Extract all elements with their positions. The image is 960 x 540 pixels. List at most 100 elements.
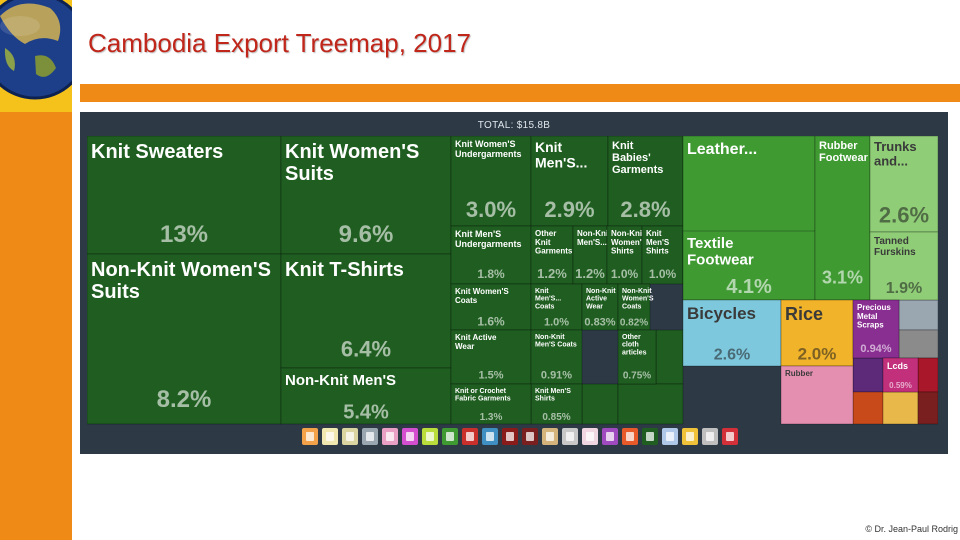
treemap-tile-name: Knit Men'S Shirts [646,229,670,256]
treemap-tile[interactable] [641,225,684,285]
treemap-tile-share: 3.1% [822,268,863,288]
treemap-tile[interactable] [572,225,608,285]
treemap-tile-share: 0.83% [584,316,615,328]
treemap-tile[interactable] [606,225,643,285]
footwear-icon[interactable] [442,428,458,445]
treemap-tile-share: 3.0% [466,197,516,222]
treemap-tile[interactable] [581,283,619,331]
treemap-tile[interactable] [617,329,657,385]
treemap-tile-name: Other cloth articles [622,334,647,356]
treemap-tile-name: Knit Men'S Shirts [535,388,571,403]
treemap-tile-filler[interactable] [852,357,884,393]
treemap-tile[interactable] [280,253,452,369]
category-glyph [566,432,574,441]
treemap-tile[interactable] [617,283,651,331]
treemap-tile-filler[interactable] [882,391,919,425]
treemap-tile[interactable] [450,283,532,331]
treemap-tile[interactable] [780,299,854,367]
treemap-tile-name: Rice [785,304,823,324]
treemap-tile[interactable] [869,231,938,301]
treemap-tile-filler[interactable] [898,299,938,331]
treemap-tile[interactable] [780,365,854,425]
treemap-tile-share: 9.6% [339,221,394,248]
credit-text: © Dr. Jean-Paul Rodrig [865,524,958,534]
treemap-tile-share: 1.2% [537,266,567,281]
treemap-tile[interactable] [530,225,574,285]
treemap-tile[interactable] [530,136,609,227]
bike-icon[interactable] [482,428,498,445]
treemap-tile[interactable] [530,283,583,331]
textile-icon[interactable] [322,428,338,445]
paper-icon[interactable] [582,428,598,445]
treemap-total: TOTAL: $15.8B [477,120,551,131]
treemap-tile[interactable] [87,136,282,255]
treemap-tile-name: Knit Men'S... [535,139,587,170]
category-glyph [346,432,354,441]
category-glyph [606,432,614,441]
treemap-tile-share: 2.0% [798,344,837,363]
chemical-icon[interactable] [402,428,418,445]
treemap-tile-name: Textile Footwear [687,235,754,269]
treemap-tile-name: Non-Knit Women'S Shirts [611,229,648,256]
gem-icon[interactable] [602,428,618,445]
treemap-tile-filler[interactable] [917,391,938,425]
treemap-tile-share: 1.0% [649,267,677,281]
treemap-tile-name: Rubber [785,369,813,378]
treemap-tile-name: Non-Knit Women'S Suits [91,259,271,303]
food-icon[interactable] [542,428,558,445]
treemap-tile-name: Knit Active Wear [455,333,497,351]
treemap-chart: Knit Sweaters 13% Knit Women'S Suits 9.6% Non… [87,136,938,425]
treemap-tile[interactable] [530,383,583,425]
treemap-tile-filler[interactable] [898,329,938,359]
tool-icon[interactable] [522,428,538,445]
treemap-tile-share: 4.1% [726,276,772,298]
treemap-tile-name: Trunks and... [874,139,917,168]
treemap-tile-name: Non-Knit Men'S [285,372,396,389]
stone-icon[interactable] [342,428,358,445]
treemap-tile-name: Non-Knit Women'S Coats [622,288,654,310]
bottle-icon[interactable] [302,428,318,445]
treemap-tile-filler[interactable] [655,329,684,385]
category-glyph [386,432,394,441]
misc-icon[interactable] [702,428,718,445]
weapon-icon[interactable] [722,428,738,445]
bottle2-icon[interactable] [662,428,678,445]
treemap-tile-share: 13% [160,221,208,248]
vegetable-icon[interactable] [422,428,438,445]
category-glyph [506,432,514,441]
plastic-icon[interactable] [382,428,398,445]
treemap-tile-name: Rubber Footwear [819,140,869,164]
treemap-tile-name: Knit Women'S Suits [285,141,419,185]
mineral-icon[interactable] [562,428,578,445]
globe-image [0,0,72,112]
treemap-tile[interactable] [280,367,452,425]
treemap-tile-name: Lcds [887,361,908,371]
machine-icon[interactable] [362,428,378,445]
grain-icon[interactable] [682,428,698,445]
treemap-tile-share: 0.82% [620,317,648,328]
category-glyph [326,432,334,441]
treemap-tile[interactable] [530,329,583,385]
treemap-tile[interactable] [450,136,532,227]
globe-icon[interactable] [462,428,478,445]
treemap-tile[interactable] [882,357,919,393]
treemap-tile[interactable] [87,253,282,425]
treemap-tile[interactable] [450,225,532,285]
treemap-tile[interactable] [852,299,900,359]
treemap-tile[interactable] [682,299,782,367]
treemap-tile-share: 1.2% [575,266,605,281]
treemap-tile-share: 2.9% [544,197,594,222]
treemap-tile-filler[interactable] [617,383,684,425]
category-glyph [626,432,634,441]
treemap-tile[interactable] [869,136,938,233]
hide-icon[interactable] [622,428,638,445]
treemap-tile-name: Non-Knit Active Wear [586,288,616,310]
category-glyph [706,432,714,441]
category-glyph [686,432,694,441]
treemap-tile-filler[interactable] [917,357,938,393]
animal-icon[interactable] [502,428,518,445]
treemap-tile-filler[interactable] [852,391,884,425]
shirt-icon[interactable] [642,428,658,445]
treemap-tile[interactable] [450,383,532,425]
treemap-tile-filler[interactable] [581,383,619,425]
